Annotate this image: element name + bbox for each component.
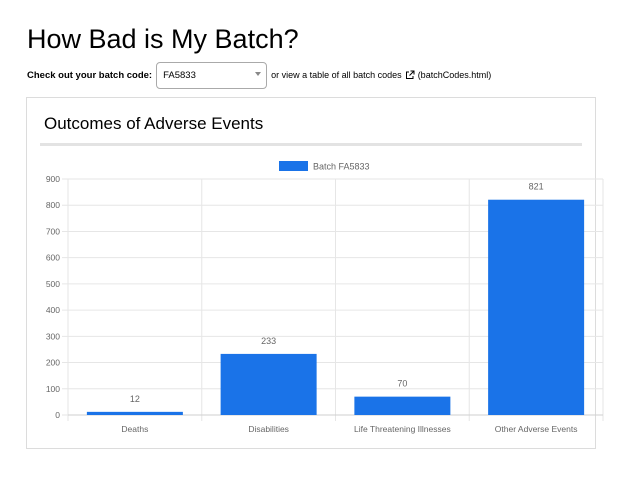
x-tick-label: Life Threatening Illnesses (354, 424, 451, 434)
y-tick-label: 300 (46, 331, 60, 341)
legend-label: Batch FA5833 (313, 162, 370, 172)
batch-selector-row: Check out your batch code: FA5833 or vie… (27, 60, 491, 90)
y-tick-label: 200 (46, 358, 60, 368)
x-tick-label: Other Adverse Events (495, 424, 578, 434)
page-title: How Bad is My Batch? (27, 24, 299, 54)
card-title: Outcomes of Adverse Events (44, 114, 264, 133)
batch-table-text: or view a table of all batch codes (271, 70, 402, 80)
y-tick-label: 800 (46, 200, 60, 210)
batch-code-select[interactable]: FA5833 (156, 61, 268, 89)
data-label: 70 (397, 379, 407, 389)
y-tick-label: 500 (46, 279, 60, 289)
y-tick-label: 400 (46, 305, 60, 315)
external-link-icon (405, 70, 415, 79)
y-tick-label: 100 (46, 384, 60, 394)
y-tick-label: 600 (46, 253, 60, 263)
card-divider (40, 143, 582, 146)
y-tick-label: 700 (46, 226, 60, 236)
batch-code-label: Check out your batch code: (27, 69, 153, 81)
x-tick-label: Deaths (121, 424, 148, 434)
bar (488, 199, 585, 415)
bar (354, 396, 451, 415)
data-label: 12 (130, 394, 140, 404)
y-tick-label: 0 (55, 410, 60, 420)
legend-swatch (279, 161, 308, 171)
batch-code-selected-value: FA5833 (163, 69, 196, 81)
y-tick-label: 900 (46, 174, 60, 184)
bar (220, 353, 317, 415)
data-label: 821 (529, 182, 544, 192)
data-label: 233 (261, 336, 276, 346)
batch-codes-link-text: (batchCodes.html) (417, 70, 492, 80)
x-tick-label: Disabilities (248, 424, 289, 434)
bar (86, 411, 183, 415)
chevron-down-icon (255, 71, 262, 76)
batch-codes-link[interactable]: (batchCodes.html) (405, 70, 492, 80)
